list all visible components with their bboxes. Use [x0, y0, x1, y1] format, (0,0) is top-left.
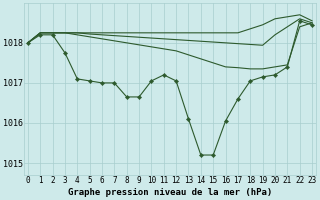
X-axis label: Graphe pression niveau de la mer (hPa): Graphe pression niveau de la mer (hPa) — [68, 188, 272, 197]
